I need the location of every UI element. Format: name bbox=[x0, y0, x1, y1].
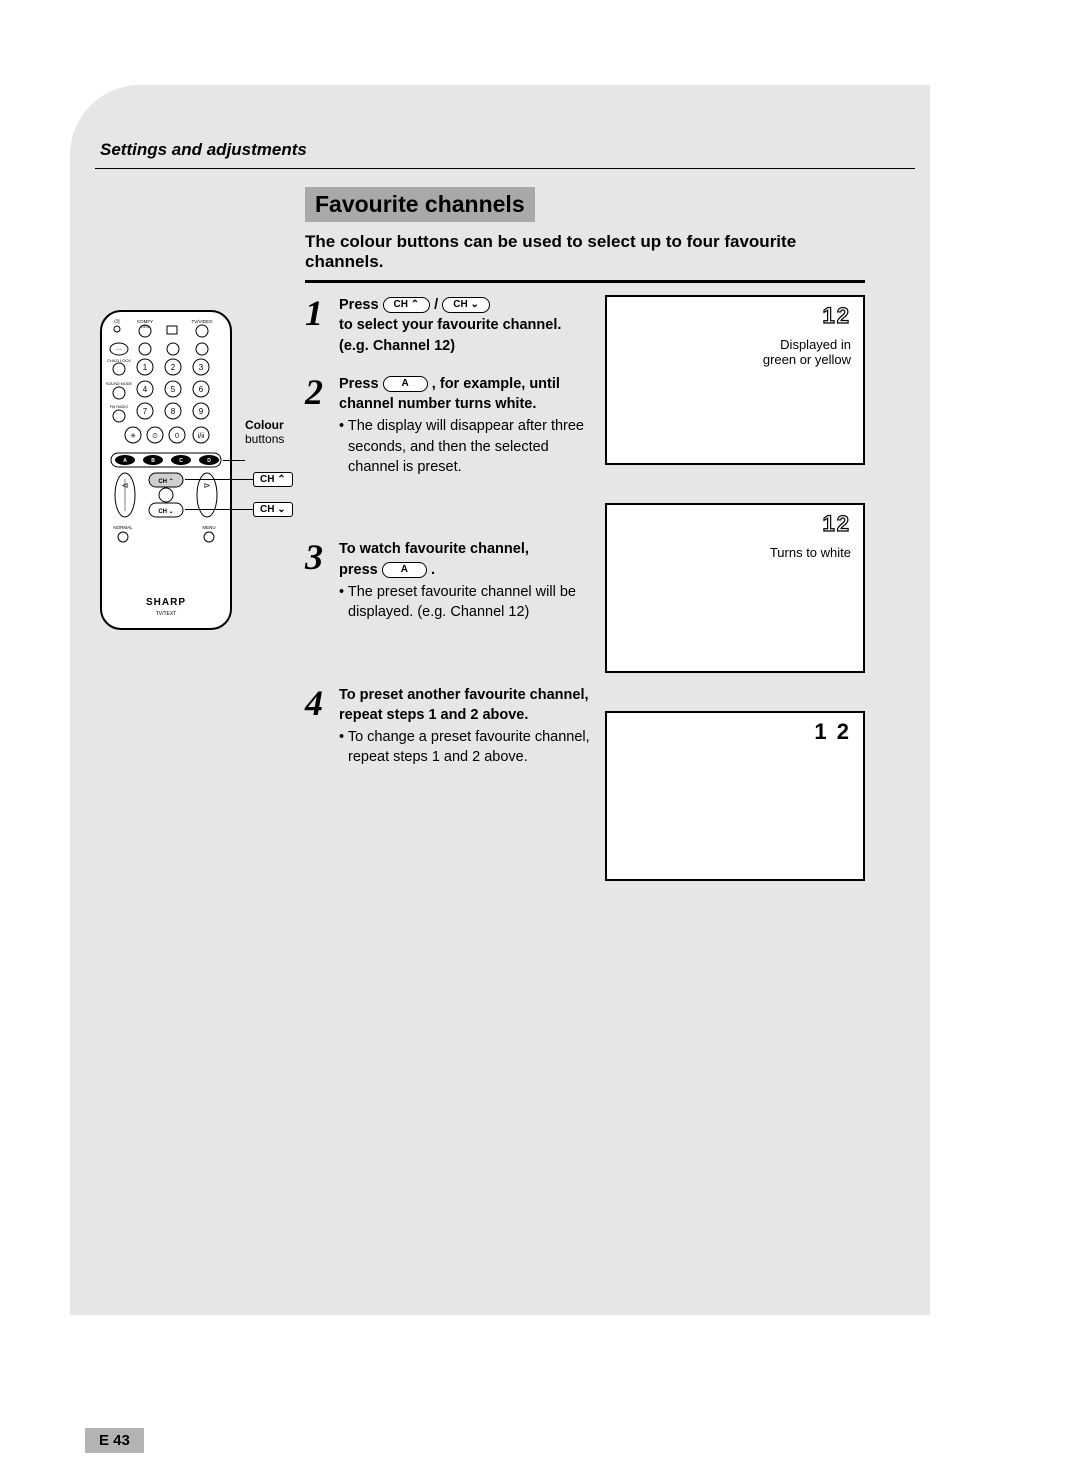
step-number: 1 bbox=[305, 295, 339, 356]
svg-text:A: A bbox=[123, 458, 127, 464]
step-body: To preset another favourite channel, rep… bbox=[339, 685, 595, 768]
remote-column: ⏻| COMFY VIEW TV/VIDEO ◦◦◦ CHILD LOCK 1 2… bbox=[95, 295, 305, 919]
page-content: Settings and adjustments Favourite chann… bbox=[95, 100, 915, 919]
callout-line-chdown bbox=[185, 509, 253, 510]
svg-text:9: 9 bbox=[199, 407, 204, 416]
svg-text:5: 5 bbox=[171, 385, 176, 394]
svg-text:⏲: ⏲ bbox=[152, 433, 158, 440]
svg-text:⊳: ⊳ bbox=[204, 481, 211, 490]
main-row: ⏻| COMFY VIEW TV/VIDEO ◦◦◦ CHILD LOCK 12… bbox=[95, 295, 915, 919]
step-line: press A . bbox=[339, 560, 595, 580]
page-title: Favourite channels bbox=[305, 187, 535, 222]
step-3: 3To watch favourite channel,press A .• T… bbox=[305, 539, 595, 622]
callout-line-chup bbox=[185, 479, 253, 480]
step-line: Press A , for example, until channel num… bbox=[339, 374, 595, 415]
step-line: • The display will disappear after three… bbox=[339, 416, 595, 477]
svg-text:D: D bbox=[207, 458, 211, 464]
svg-text:2: 2 bbox=[171, 363, 176, 372]
svg-text:i/ii: i/ii bbox=[198, 433, 205, 440]
step-line: To preset another favourite channel, rep… bbox=[339, 685, 595, 726]
svg-text:C: C bbox=[179, 458, 183, 464]
title-block: Favourite channels The colour buttons ca… bbox=[305, 187, 915, 283]
divider-thick bbox=[305, 280, 865, 283]
svg-text:6: 6 bbox=[199, 385, 204, 394]
ch_up-pill: CH ⌃ bbox=[383, 297, 431, 313]
step-line: • To change a preset favourite channel, … bbox=[339, 727, 595, 768]
step-4: 4To preset another favourite channel, re… bbox=[305, 685, 595, 768]
svg-text:CHILD LOCK: CHILD LOCK bbox=[107, 358, 131, 363]
step-number: 4 bbox=[305, 685, 339, 768]
steps-column: 1Press CH ⌃ / CH ⌄to select your favouri… bbox=[305, 295, 595, 919]
svg-text:8: 8 bbox=[171, 407, 176, 416]
step-line: Press CH ⌃ / CH ⌄ bbox=[339, 295, 595, 315]
svg-text:SHARP: SHARP bbox=[146, 597, 186, 608]
screen-number: 12 bbox=[823, 511, 851, 537]
svg-text:MENU: MENU bbox=[202, 525, 215, 530]
svg-text:1: 1 bbox=[143, 363, 148, 372]
svg-text:COMFY: COMFY bbox=[137, 319, 153, 324]
svg-text:TV/VIDEO: TV/VIDEO bbox=[191, 319, 213, 324]
svg-text:FM RADIO: FM RADIO bbox=[110, 405, 129, 409]
remote-colour-label: Colour buttons bbox=[245, 418, 284, 447]
svg-text:CH ⌃: CH ⌃ bbox=[158, 478, 173, 485]
step-1: 1Press CH ⌃ / CH ⌄to select your favouri… bbox=[305, 295, 595, 356]
remote-svg: ⏻| COMFY VIEW TV/VIDEO ◦◦◦ CHILD LOCK 1 2… bbox=[95, 305, 240, 635]
svg-text:3: 3 bbox=[199, 363, 204, 372]
ch_down-pill: CH ⌄ bbox=[442, 297, 490, 313]
divider-thin bbox=[95, 168, 915, 169]
page-number: E 43 bbox=[85, 1428, 144, 1453]
svg-text:CH ⌄: CH ⌄ bbox=[158, 509, 173, 515]
svg-text:✳: ✳ bbox=[130, 432, 136, 440]
screen-box-2: 12 Turns to white bbox=[605, 503, 865, 673]
svg-text:0: 0 bbox=[175, 433, 179, 440]
step-body: Press A , for example, until channel num… bbox=[339, 374, 595, 477]
screen-box-1: 12 Displayed ingreen or yellow bbox=[605, 295, 865, 465]
step-line: • The preset favourite channel will be d… bbox=[339, 582, 595, 623]
step-number: 2 bbox=[305, 374, 339, 477]
step-body: Press CH ⌃ / CH ⌄to select your favourit… bbox=[339, 295, 595, 356]
step-line: To watch favourite channel, bbox=[339, 539, 595, 559]
step-2: 2Press A , for example, until channel nu… bbox=[305, 374, 595, 477]
svg-text:4: 4 bbox=[143, 385, 148, 394]
ch-down-callout: CH ⌄ bbox=[253, 502, 293, 517]
screen-caption: Turns to white bbox=[770, 545, 851, 560]
display-column: 12 Displayed ingreen or yellow 12 Turns to … bbox=[595, 295, 895, 919]
screen-box-3: 1 2 bbox=[605, 711, 865, 881]
a_button-pill: A bbox=[383, 376, 428, 392]
section-header: Settings and adjustments bbox=[100, 140, 915, 160]
step-line: to select your favourite channel. (e.g. … bbox=[339, 315, 595, 356]
svg-text:⏻|: ⏻| bbox=[114, 319, 119, 325]
remote-diagram: ⏻| COMFY VIEW TV/VIDEO ◦◦◦ CHILD LOCK 1 2… bbox=[95, 305, 305, 635]
svg-text:B: B bbox=[151, 458, 155, 464]
screen-caption: Displayed ingreen or yellow bbox=[763, 337, 851, 367]
svg-text:◦◦◦: ◦◦◦ bbox=[116, 347, 122, 353]
svg-text:TV/TEXT: TV/TEXT bbox=[156, 611, 177, 617]
svg-text:SOUND MODE: SOUND MODE bbox=[106, 382, 133, 386]
svg-text:VIEW: VIEW bbox=[141, 325, 151, 329]
callout-line-colour bbox=[223, 460, 245, 461]
intro-text: The colour buttons can be used to select… bbox=[305, 232, 865, 272]
svg-text:7: 7 bbox=[143, 407, 148, 416]
screen-number: 1 2 bbox=[814, 719, 851, 745]
ch-up-callout: CH ⌃ bbox=[253, 472, 293, 487]
a_button-pill: A bbox=[382, 562, 427, 578]
screen-number: 12 bbox=[823, 303, 851, 329]
step-body: To watch favourite channel,press A .• Th… bbox=[339, 539, 595, 622]
svg-text:⊲: ⊲ bbox=[122, 481, 129, 490]
step-number: 3 bbox=[305, 539, 339, 622]
svg-text:NORMAL: NORMAL bbox=[113, 525, 133, 530]
